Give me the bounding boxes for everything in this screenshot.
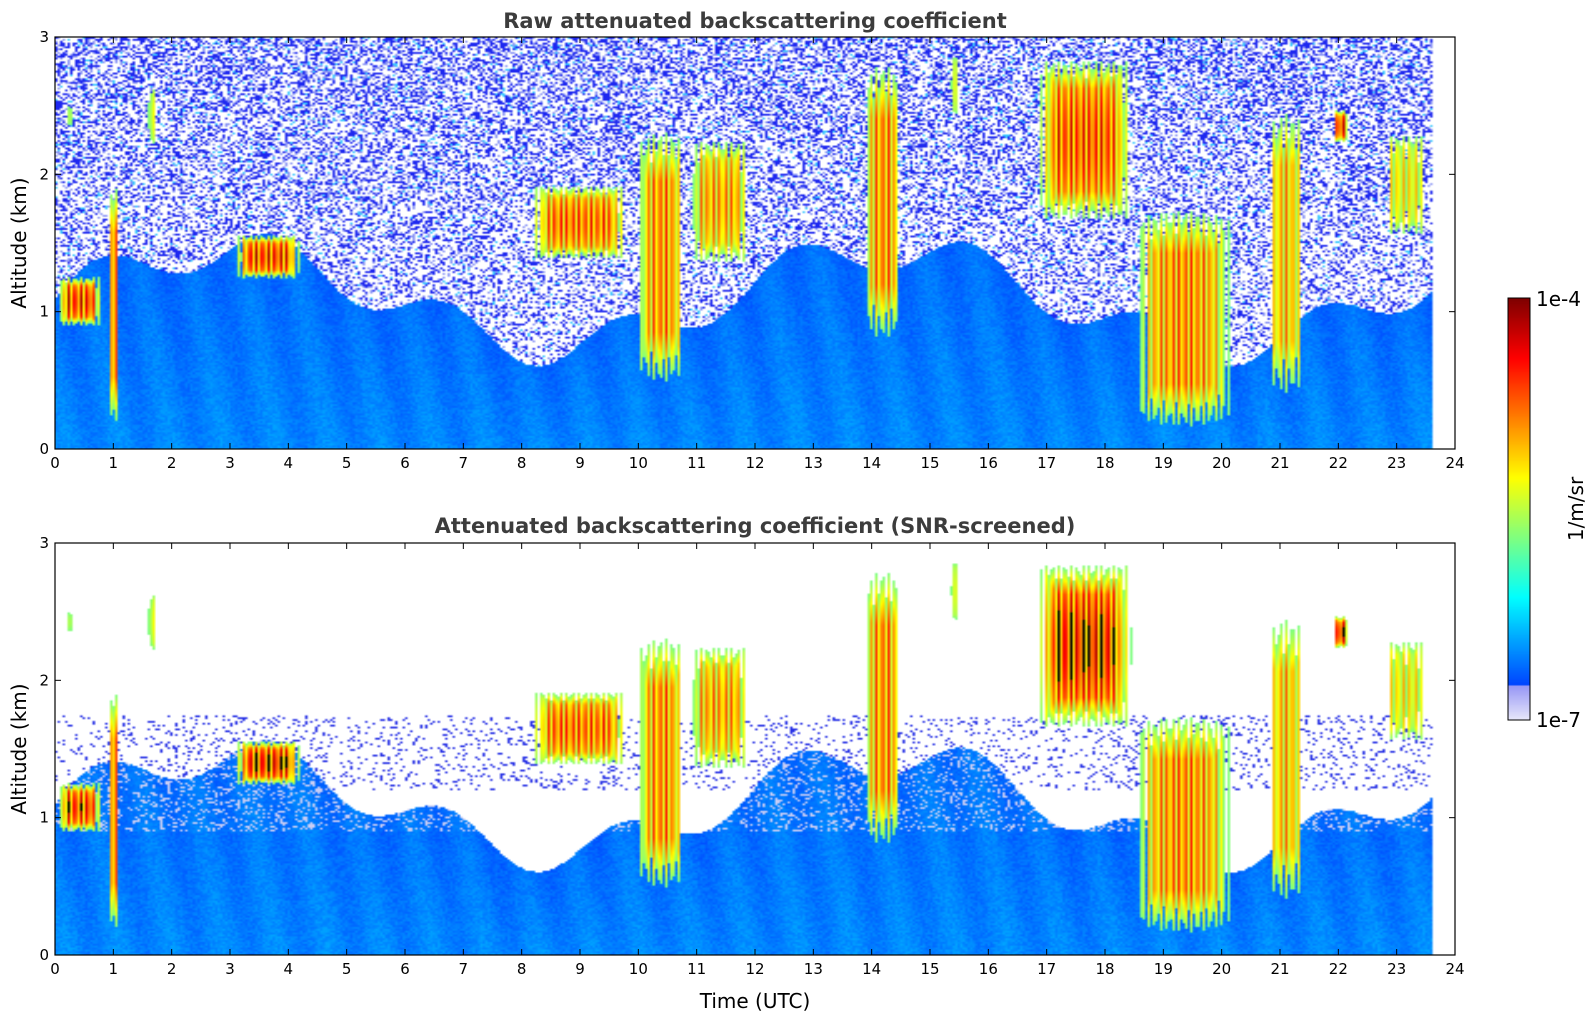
x-tick-label: 15 [920,454,939,472]
colorbar-gradient [1508,298,1530,720]
x-tick-label: 0 [50,454,60,472]
y-tick-label: 2 [39,165,49,183]
x-tick-label: 12 [745,454,764,472]
x-tick-label: 14 [862,454,881,472]
x-tick-label: 7 [459,960,469,978]
x-axis-raw: 0 1 2 3 4 5 6 7 8 9 10 11 12 13 14 15 16 17 18 19 20 21 22 23 24 [50,37,1465,472]
x-tick-label: 2 [167,960,177,978]
y-tick-label: 1 [39,303,49,321]
x-tick-label: 21 [1270,960,1289,978]
y-axis-label-raw: Altitude (km) [7,177,31,308]
x-tick-label: 11 [687,454,706,472]
colorbar-unit-label: 1/m/sr [1564,476,1588,541]
x-tick-label: 3 [225,454,235,472]
x-tick-label: 4 [284,960,294,978]
x-tick-label: 7 [459,454,469,472]
x-tick-label: 2 [167,454,177,472]
x-tick-label: 21 [1270,454,1289,472]
y-tick-label: 3 [39,534,49,552]
y-axis-screened: 0 1 2 3 [39,534,1455,964]
x-tick-label: 15 [920,960,939,978]
x-tick-label: 10 [629,960,648,978]
x-tick-label: 6 [400,960,410,978]
raw-backscatter-panel: Raw attenuated backscattering coefficien… [7,9,1465,472]
raw-backscatter-heatmap [55,37,1455,449]
x-tick-label: 24 [1445,454,1464,472]
x-tick-label: 19 [1154,960,1173,978]
x-tick-label: 0 [50,960,60,978]
x-tick-label: 1 [109,960,119,978]
x-tick-label: 18 [1095,960,1114,978]
x-tick-label: 12 [745,960,764,978]
y-tick-label: 2 [39,671,49,689]
x-tick-label: 4 [284,454,294,472]
x-tick-label: 22 [1329,960,1348,978]
x-axis-screened: 0 1 2 3 4 5 6 7 8 9 10 11 12 13 14 15 16 17 18 19 20 21 22 23 24 [50,543,1465,978]
screened-backscatter-heatmap [55,543,1455,955]
panel-title-screened: Attenuated backscattering coefficient (S… [435,514,1076,538]
x-tick-label: 20 [1212,454,1231,472]
x-tick-label: 13 [804,454,823,472]
x-tick-label: 10 [629,454,648,472]
x-tick-label: 16 [979,454,998,472]
x-tick-label: 9 [575,454,585,472]
x-tick-label: 17 [1037,960,1056,978]
x-tick-label: 24 [1445,960,1464,978]
x-tick-label: 20 [1212,960,1231,978]
x-tick-label: 17 [1037,454,1056,472]
x-tick-label: 16 [979,960,998,978]
y-tick-label: 1 [39,809,49,827]
x-tick-label: 1 [109,454,119,472]
y-axis-raw: 0 1 2 3 [39,28,1455,458]
colorbar: 1e-4 1e-7 1/m/sr [1507,287,1588,732]
x-tick-label: 9 [575,960,585,978]
x-tick-label: 8 [517,960,527,978]
x-tick-label: 6 [400,454,410,472]
x-tick-label: 13 [804,960,823,978]
y-tick-label: 0 [39,946,49,964]
x-axis-label: Time (UTC) [699,989,811,1013]
screened-backscatter-panel: Attenuated backscattering coefficient (S… [7,514,1465,1013]
x-tick-label: 8 [517,454,527,472]
y-tick-label: 0 [39,440,49,458]
panel-title-raw: Raw attenuated backscattering coefficien… [503,9,1007,33]
x-tick-label: 18 [1095,454,1114,472]
y-axis-label-screened: Altitude (km) [7,683,31,814]
x-tick-label: 19 [1154,454,1173,472]
x-tick-label: 5 [342,454,352,472]
x-tick-label: 11 [687,960,706,978]
x-tick-label: 5 [342,960,352,978]
x-tick-label: 23 [1387,454,1406,472]
x-tick-label: 3 [225,960,235,978]
x-tick-label: 14 [862,960,881,978]
colorbar-frame [1507,297,1531,721]
colorbar-max-label: 1e-4 [1536,287,1581,311]
colorbar-min-label: 1e-7 [1536,708,1581,732]
y-tick-label: 3 [39,28,49,46]
x-tick-label: 23 [1387,960,1406,978]
x-tick-label: 22 [1329,454,1348,472]
